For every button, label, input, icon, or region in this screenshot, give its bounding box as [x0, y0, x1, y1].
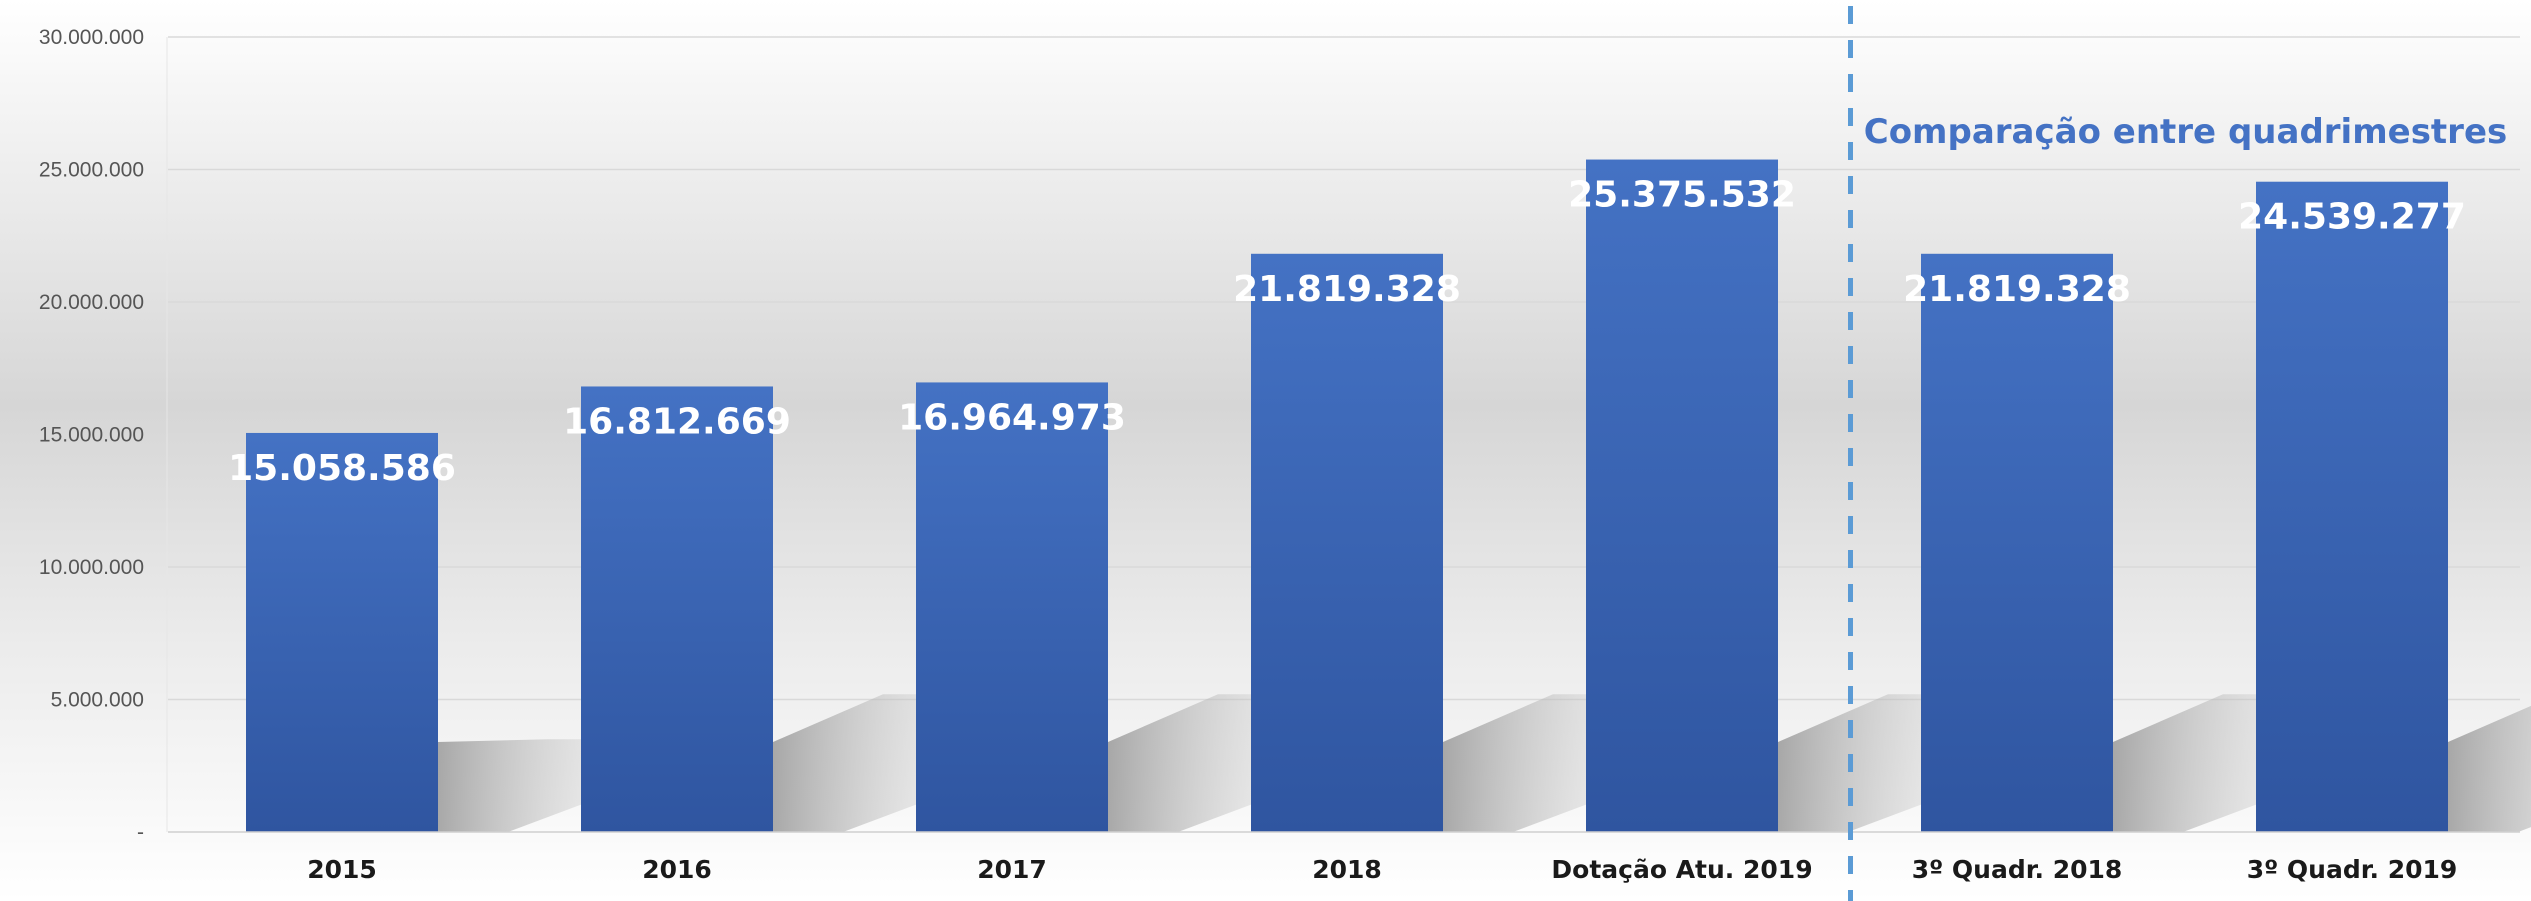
data-label: 25.375.532: [1568, 175, 1796, 216]
bar-shadow: [438, 739, 588, 832]
bar: [2256, 181, 2448, 832]
data-label: 16.964.973: [898, 397, 1126, 438]
y-tick-label: 15.000.000: [39, 424, 144, 447]
bar: [1921, 253, 2113, 832]
data-label: 15.058.586: [228, 448, 456, 489]
x-tick-label: 2017: [977, 855, 1047, 884]
data-label: 21.819.328: [1233, 269, 1461, 310]
bar: [1586, 159, 1778, 832]
axes: - 5.000.000 10.000.000 15.000.000 20.000.000…: [39, 26, 2520, 844]
y-tick-label: 20.000.000: [39, 291, 144, 314]
y-tick-label: -: [137, 821, 144, 844]
bar: [1251, 253, 1443, 832]
bar-shadow: [773, 694, 923, 832]
bar-shadow: [1443, 694, 1593, 832]
data-label: 24.539.277: [2238, 197, 2466, 238]
x-tick-label: 2018: [1312, 855, 1382, 884]
annotation-text: Comparação entre quadrimestres: [1864, 112, 2508, 152]
labels: 15.058.586 16.812.669 16.964.973 21.819.328…: [228, 6, 2507, 901]
data-label: 21.819.328: [1903, 269, 2131, 310]
y-tick-label: 10.000.000: [39, 556, 144, 579]
x-tick-label: 3º Quadr. 2018: [1912, 855, 2123, 884]
y-tick-label: 25.000.000: [39, 159, 144, 182]
bars: [246, 159, 2448, 832]
bar-shadow: [1108, 694, 1258, 832]
bar: [246, 432, 438, 832]
x-tick-label: 2015: [307, 855, 377, 884]
x-tick-label: 3º Quadr. 2019: [2247, 855, 2458, 884]
bar-shadow: [2448, 705, 2531, 832]
data-label: 16.812.669: [563, 401, 791, 442]
x-tick-label: 2016: [642, 855, 712, 884]
x-tick-label: Dotação Atu. 2019: [1551, 855, 1812, 884]
y-tick-label: 30.000.000: [39, 26, 144, 49]
bar-shadow: [2113, 694, 2263, 832]
y-tick-label: 5.000.000: [51, 689, 144, 712]
bar: [581, 386, 773, 832]
bar-shadows: [438, 694, 2531, 832]
bar: [916, 382, 1108, 832]
